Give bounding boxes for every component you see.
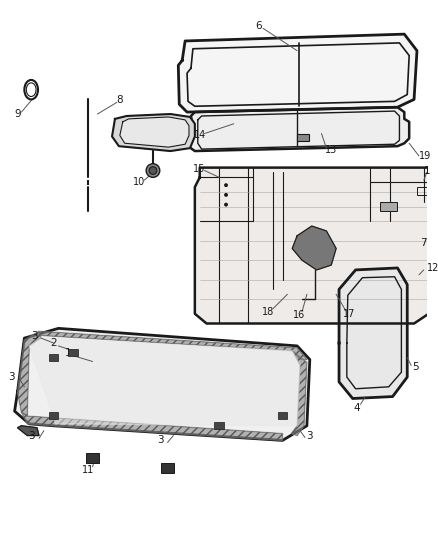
Bar: [68, 349, 78, 356]
Polygon shape: [29, 338, 300, 426]
Circle shape: [224, 203, 228, 207]
Text: 18: 18: [262, 307, 274, 317]
Polygon shape: [18, 426, 39, 435]
Text: 7: 7: [420, 238, 427, 248]
Text: 3: 3: [8, 372, 15, 382]
Text: 3: 3: [307, 431, 313, 441]
Bar: [278, 412, 287, 419]
Bar: [417, 187, 429, 195]
Polygon shape: [18, 332, 41, 416]
Bar: [214, 422, 224, 429]
Text: 1: 1: [65, 348, 71, 358]
Bar: [161, 463, 174, 473]
Polygon shape: [292, 226, 336, 270]
Text: 3: 3: [157, 435, 164, 446]
Text: 16: 16: [293, 310, 305, 320]
Text: 5: 5: [412, 362, 418, 373]
Polygon shape: [21, 412, 283, 440]
Text: 13: 13: [325, 145, 337, 155]
Text: 10: 10: [133, 177, 145, 187]
Bar: [86, 453, 99, 463]
Text: 15: 15: [193, 164, 205, 174]
Bar: [297, 133, 309, 141]
Polygon shape: [195, 167, 429, 324]
Circle shape: [146, 164, 160, 177]
Text: 4: 4: [353, 403, 360, 413]
Bar: [380, 201, 398, 212]
Text: 6: 6: [255, 21, 261, 31]
Text: 3: 3: [31, 331, 37, 341]
Text: 19: 19: [419, 151, 431, 161]
Text: 12: 12: [427, 263, 438, 273]
Text: 2: 2: [50, 338, 57, 348]
Text: 9: 9: [14, 109, 21, 119]
Polygon shape: [112, 114, 195, 151]
Polygon shape: [339, 268, 407, 399]
Circle shape: [224, 183, 228, 187]
Text: 8: 8: [117, 95, 123, 106]
Text: 14: 14: [194, 131, 206, 141]
Text: 17: 17: [343, 309, 355, 319]
Polygon shape: [37, 332, 307, 360]
Bar: [49, 412, 58, 419]
Text: 11: 11: [81, 465, 94, 474]
Polygon shape: [120, 117, 189, 147]
Circle shape: [149, 167, 157, 174]
Polygon shape: [14, 328, 310, 440]
Bar: [49, 354, 58, 360]
Circle shape: [224, 193, 228, 197]
Polygon shape: [178, 34, 417, 112]
Polygon shape: [291, 351, 307, 435]
Text: 1: 1: [424, 166, 430, 175]
Text: 3: 3: [28, 431, 35, 441]
Polygon shape: [187, 107, 409, 151]
